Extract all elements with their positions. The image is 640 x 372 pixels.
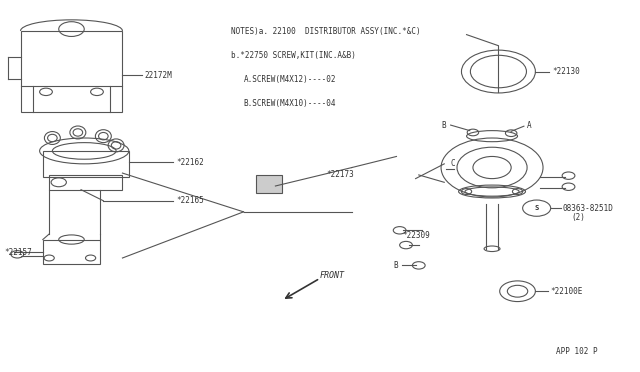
- Text: *22157: *22157: [4, 248, 33, 257]
- Text: *22130: *22130: [552, 67, 580, 76]
- Bar: [20, 31, 122, 112]
- Text: (2): (2): [572, 213, 586, 222]
- Text: B: B: [442, 121, 446, 129]
- Text: S: S: [534, 205, 539, 211]
- Text: *22173: *22173: [326, 170, 354, 179]
- Text: B: B: [394, 261, 398, 270]
- Text: C: C: [451, 159, 455, 168]
- Text: B.SCREW(M4X10)----04: B.SCREW(M4X10)----04: [244, 99, 336, 108]
- Text: *22309: *22309: [403, 231, 431, 240]
- Text: *22162: *22162: [177, 157, 204, 167]
- Text: APP 102 P: APP 102 P: [556, 347, 597, 356]
- Text: 22172M: 22172M: [145, 71, 173, 80]
- Bar: [49, 175, 122, 190]
- Text: A: A: [527, 121, 532, 129]
- Bar: [43, 151, 129, 177]
- Text: 08363-8251D: 08363-8251D: [562, 203, 613, 213]
- Text: NOTES)a. 22100  DISTRIBUTOR ASSY(INC.*&C): NOTES)a. 22100 DISTRIBUTOR ASSY(INC.*&C): [231, 27, 420, 36]
- Text: *22100E: *22100E: [550, 287, 583, 296]
- Text: A.SCREW(M4X12)----02: A.SCREW(M4X12)----02: [244, 75, 336, 84]
- Bar: [43, 240, 100, 263]
- Text: b.*22750 SCREW,KIT(INC.A&B): b.*22750 SCREW,KIT(INC.A&B): [231, 51, 356, 60]
- Bar: [256, 175, 282, 193]
- Text: FRONT: FRONT: [320, 271, 345, 280]
- Text: *22165: *22165: [177, 196, 204, 205]
